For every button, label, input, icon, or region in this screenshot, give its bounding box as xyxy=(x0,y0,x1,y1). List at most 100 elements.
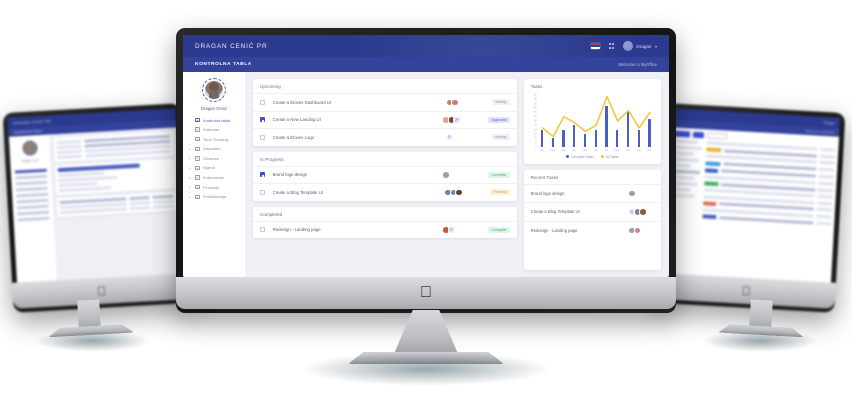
nav-item-icon xyxy=(195,165,200,171)
chart-y-axis: 0 5 10 15 20 25 30 35 40 45 50 55 60 xyxy=(530,94,537,149)
sidebar-item-podešavanja[interactable]: ▸ Podešavanja xyxy=(189,194,239,199)
tasks-chart: 0 5 10 15 20 25 30 35 40 45 50 55 60 Jan Feb Mar Apr May… xyxy=(524,93,661,164)
recent-task-row[interactable]: Brand logo design xyxy=(523,183,661,203)
right-monitor: Dragan Welcome to MyOffice xyxy=(656,103,846,313)
sidebar-nav: Kontrolna tabla Kalendar Time Tracking ▸ Zap… xyxy=(183,118,245,200)
task-checkbox[interactable] xyxy=(260,117,265,123)
chevron-down-icon: ▾ xyxy=(654,43,657,49)
y-tick-label: 25 xyxy=(533,123,537,127)
left-invoice-card xyxy=(54,158,177,196)
right-user-name: Dragan xyxy=(823,120,835,126)
task-name: Brand logo design xyxy=(272,172,308,178)
sidebar-item-label: Time Tracking xyxy=(203,136,228,142)
left-page-title: KONTROLNA TABLA xyxy=(13,128,43,135)
sidebar-item-label: Dokumenta xyxy=(203,175,224,181)
chart-legend: Complete Tasks All Tasks xyxy=(530,155,655,159)
sidebar-item-label: Finansije xyxy=(203,184,220,190)
avatar xyxy=(451,98,459,106)
sidebar-item-kalendar[interactable]: Kalendar xyxy=(189,127,239,132)
sidebar-item-finansije[interactable]: ▸ Finansije xyxy=(189,185,239,190)
recent-task-row[interactable]: Redesign - Landing page xyxy=(523,220,661,240)
avatar-overflow[interactable]: F xyxy=(445,133,454,141)
recent-task-name: Brand logo design xyxy=(530,190,565,196)
apple-logo-icon:  xyxy=(741,284,751,298)
task-row[interactable]: Create a New Landing UI 2+ Approved xyxy=(253,110,517,129)
sidebar-item-kontrolna-tabla[interactable]: Kontrolna tabla xyxy=(189,118,239,123)
nav-item-icon xyxy=(195,184,200,190)
right-toolbar-button[interactable] xyxy=(673,130,691,138)
task-assignees: F xyxy=(442,226,488,234)
y-tick-label: 55 xyxy=(533,97,537,101)
app-topbar: DRAGAN CENIĆ PR Dragan xyxy=(183,35,669,57)
chart-x-axis: Jan Feb Mar Apr May Jun Jul Aug Sep Oct Nov xyxy=(537,149,655,152)
task-name: Redesign - Landing page xyxy=(272,227,321,233)
nav-item-icon xyxy=(195,175,200,180)
task-checkbox[interactable] xyxy=(260,99,265,105)
right-mail-list xyxy=(698,141,836,282)
chart-bar xyxy=(637,129,640,147)
task-row[interactable]: Create a Blog Template UI Pending xyxy=(253,183,517,201)
chart-bar xyxy=(648,119,651,147)
sidebar-item-klijenti[interactable]: ▸ Klijenti xyxy=(189,165,239,170)
sidebar-item-label: Kontrolna tabla xyxy=(203,117,230,123)
serbian-flag-icon[interactable] xyxy=(590,43,600,49)
left-nav-item[interactable] xyxy=(17,216,50,222)
task-name: Create a iDovex Dashboard UI xyxy=(272,99,332,105)
legend-swatch xyxy=(600,155,604,158)
right-toolbar-button[interactable] xyxy=(706,132,728,140)
task-checkbox[interactable] xyxy=(260,134,265,140)
right-toolbar-button[interactable] xyxy=(692,131,705,139)
sidebar-item-dokumenta[interactable]: ▸ Dokumenta xyxy=(189,175,239,180)
avatar xyxy=(622,41,633,51)
task-row[interactable]: Redesign - Landing page F Complete xyxy=(253,220,517,239)
legend-item[interactable]: Complete Tasks xyxy=(566,155,594,159)
center-monitor-neck xyxy=(393,310,459,356)
left-nav-item[interactable] xyxy=(15,186,48,192)
tasks-column: Upcoming Create a iDovex Dashboard UI Wait… xyxy=(253,79,517,270)
avatar-overflow[interactable]: 2+ xyxy=(453,116,461,124)
recent-task-row[interactable]: Create a Blog Template UI S xyxy=(523,202,661,221)
status-badge: Waiting xyxy=(491,134,510,141)
left-nav-item[interactable] xyxy=(16,198,49,204)
task-row[interactable]: Brand logo design Complete xyxy=(253,165,517,184)
apps-grid-icon[interactable] xyxy=(608,43,614,49)
left-nav-item[interactable] xyxy=(17,210,50,216)
chart-bar xyxy=(594,129,597,147)
chart-bar xyxy=(551,138,554,147)
left-nav-item[interactable] xyxy=(16,204,49,210)
left-nav-item[interactable] xyxy=(15,180,48,186)
task-checkbox[interactable] xyxy=(260,172,265,178)
legend-item[interactable]: All Tasks xyxy=(600,155,618,159)
sidebar-item-zaposleni[interactable]: ▸ Zaposleni xyxy=(189,146,239,151)
task-assignees: F xyxy=(445,133,492,141)
left-nav-item[interactable] xyxy=(16,192,49,198)
app-sidebar: Dragan Cenić Kontrolna tabla Kalendar Time… xyxy=(183,72,245,277)
x-tick-label: Jun xyxy=(594,148,599,152)
app-main: Upcoming Create a iDovex Dashboard UI Wait… xyxy=(245,72,669,277)
chart-line-series xyxy=(537,95,655,147)
task-checkbox[interactable] xyxy=(260,227,265,233)
left-nav-item[interactable] xyxy=(15,174,48,180)
task-row[interactable]: Create a iDovex Logo F Waiting xyxy=(253,128,517,146)
task-row[interactable]: Create a iDovex Dashboard UI Waiting xyxy=(253,93,517,111)
center-monitor-chin:  xyxy=(176,277,676,309)
nav-item-icon xyxy=(195,127,200,132)
left-nav-item[interactable] xyxy=(14,168,47,174)
right-monitor-screen: Dragan Welcome to MyOffice xyxy=(663,108,841,283)
task-checkbox[interactable] xyxy=(260,189,265,195)
chevron-right-icon: ▸ xyxy=(189,156,191,161)
avatar-overflow[interactable]: F xyxy=(447,226,456,234)
nav-item-icon xyxy=(195,136,200,142)
y-tick-label: 15 xyxy=(533,132,537,136)
sidebar-item-time-tracking[interactable]: Time Tracking xyxy=(189,137,239,142)
recent-tasks-card: Recent Tasks Brand logo design Create a B… xyxy=(523,169,661,270)
myoffice-app: DRAGAN CENIĆ PR Dragan xyxy=(183,35,669,277)
status-badge: Complete xyxy=(488,226,510,233)
user-menu[interactable]: Dragan ▾ xyxy=(622,41,657,51)
legend-swatch xyxy=(566,155,570,158)
recent-tasks-title: Recent Tasks xyxy=(530,174,559,180)
sidebar-item-obaveze[interactable]: ▸ Obaveze xyxy=(189,156,239,161)
recent-task-assignees: S xyxy=(628,208,654,216)
x-tick-label: Sep xyxy=(625,148,631,152)
